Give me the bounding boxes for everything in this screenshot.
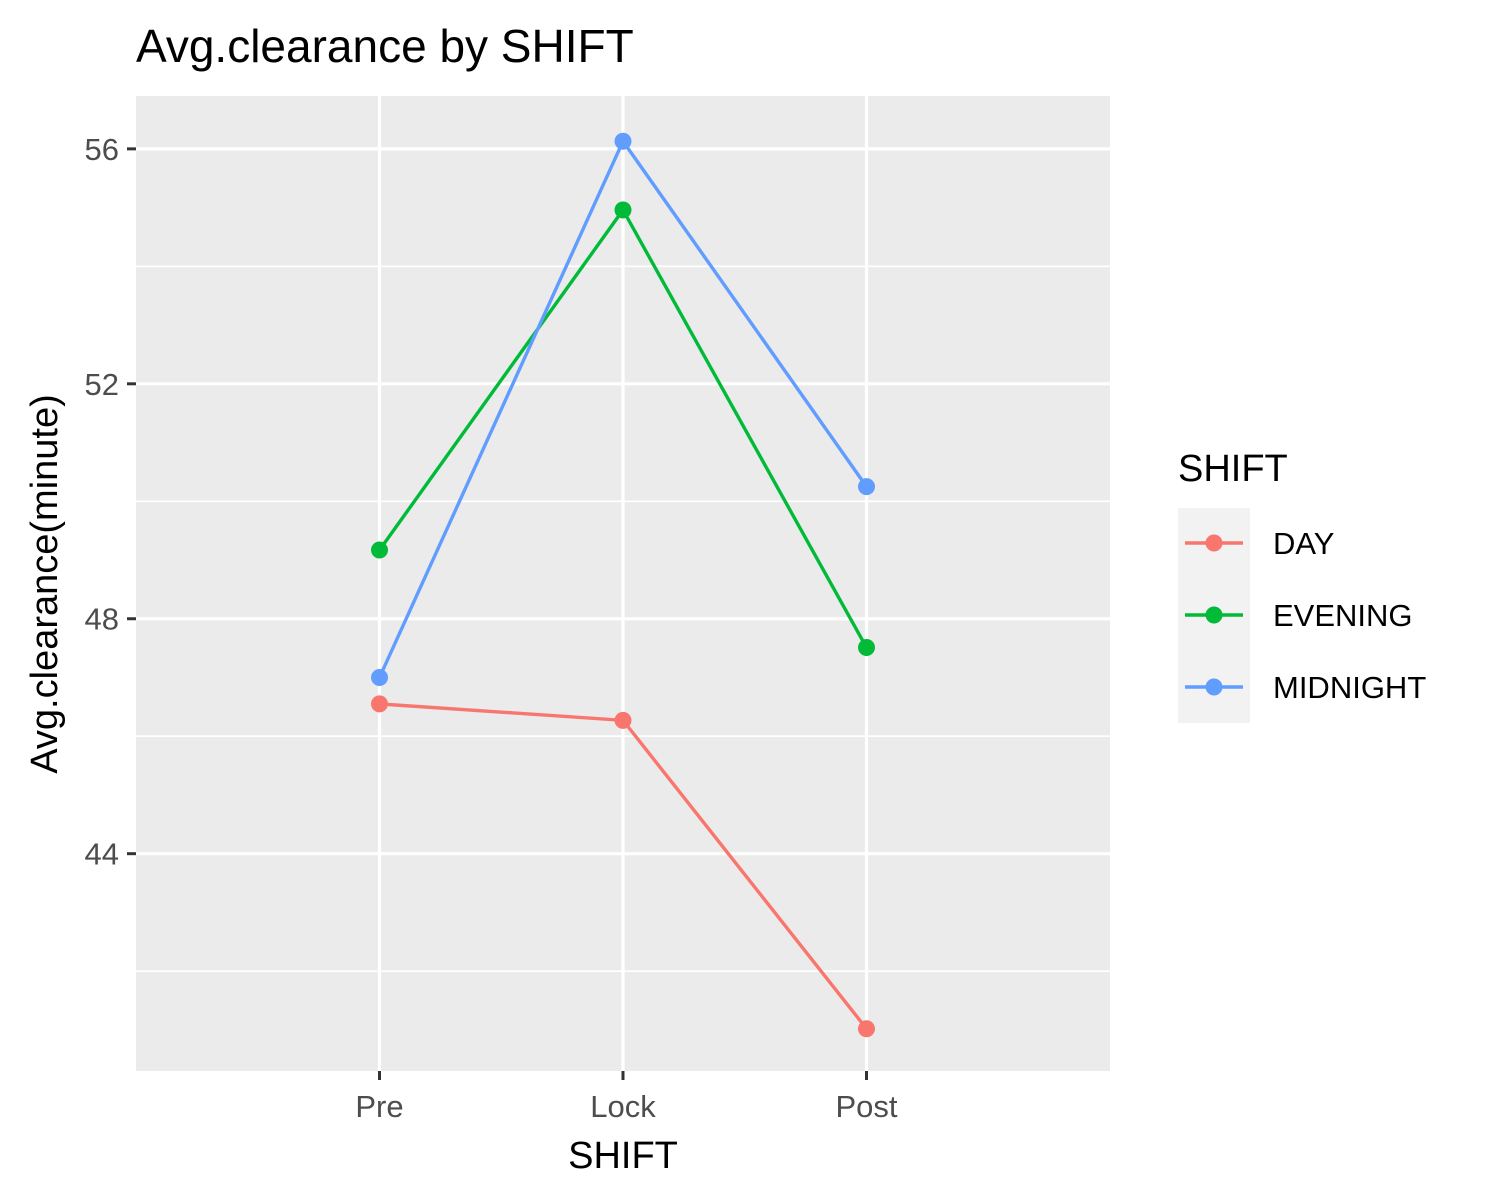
data-point-midnight: [858, 478, 875, 496]
x-tick-label: Lock: [590, 1089, 656, 1124]
legend-key-point: [1205, 606, 1223, 624]
major-gridlines: [136, 96, 1110, 1071]
legend-label: MIDNIGHT: [1273, 670, 1426, 705]
data-point-evening: [614, 201, 632, 219]
data-point-midnight: [371, 668, 388, 686]
data-point-evening: [858, 639, 875, 657]
legend-key-point: [1205, 534, 1223, 552]
legend-label: DAY: [1273, 526, 1334, 561]
legend: SHIFT DAY EVENING MIDNIGHT: [1178, 448, 1426, 723]
data-point-day: [858, 1020, 875, 1038]
data-point-day: [614, 711, 632, 729]
legend-label: EVENING: [1273, 598, 1413, 633]
legend-items: DAY EVENING MIDNIGHT: [1185, 526, 1426, 705]
y-axis-title: Avg.clearance(minute): [24, 394, 66, 773]
chart-title: Avg.clearance by SHIFT: [136, 20, 634, 72]
y-tick-label: 48: [85, 602, 119, 637]
series-layer: [371, 132, 875, 1038]
legend-title: SHIFT: [1178, 448, 1288, 490]
x-axis: Pre Lock Post: [355, 1071, 898, 1124]
legend-key-point: [1205, 678, 1223, 696]
x-tick-label: Post: [835, 1089, 897, 1124]
y-tick-label: 52: [85, 367, 119, 402]
data-point-midnight: [614, 132, 632, 150]
y-tick-label: 56: [85, 132, 119, 167]
x-tick-label: Pre: [355, 1089, 403, 1124]
y-axis: 44 48 52 56: [85, 132, 136, 872]
y-tick-label: 44: [85, 837, 119, 872]
data-point-day: [371, 695, 388, 713]
x-axis-title: SHIFT: [568, 1135, 678, 1177]
data-point-evening: [371, 541, 388, 559]
